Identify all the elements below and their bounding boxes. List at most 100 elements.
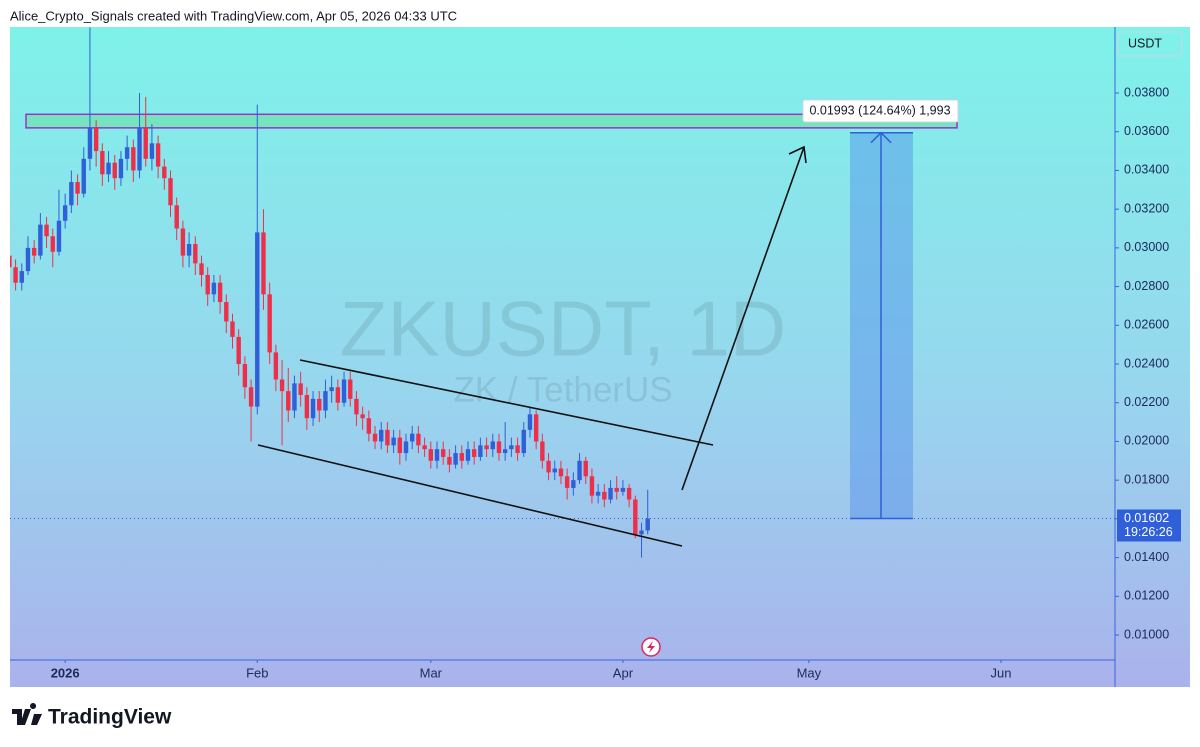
candle-body: [447, 456, 452, 465]
candle-body: [571, 480, 576, 488]
candle-body: [410, 433, 415, 442]
x-tick-label: May: [797, 665, 822, 680]
candle-body: [267, 294, 272, 353]
candle-body: [360, 414, 365, 419]
y-tick-label: 0.03800: [1124, 85, 1169, 99]
candle-body: [286, 391, 291, 411]
candle-body: [397, 437, 403, 454]
bar-countdown: 19:26:26: [1124, 525, 1173, 539]
candle-body: [124, 147, 130, 159]
candle-body: [583, 460, 588, 477]
y-tick-label: 0.03200: [1124, 201, 1169, 215]
candle-body: [379, 429, 384, 442]
x-tick-label: Jun: [990, 665, 1011, 680]
watermark-symbol: ZKUSDT, 1D: [340, 285, 786, 373]
candle-body: [87, 127, 93, 159]
candle-body: [422, 445, 427, 450]
candle-body: [50, 236, 55, 252]
candle-body: [465, 449, 471, 461]
channel-upper-line: [299, 359, 714, 446]
candle-body: [236, 336, 241, 365]
brand-name: TradingView: [48, 706, 172, 729]
x-tick-label: Feb: [246, 665, 268, 680]
candle-body: [13, 267, 18, 283]
candle-body: [193, 244, 198, 264]
candle-body: [261, 232, 266, 295]
candle-body: [273, 352, 279, 380]
candle-body: [484, 445, 489, 450]
candle-body: [428, 449, 434, 461]
candle-body: [453, 453, 458, 465]
measure-tool: 0.01993 (124.64%) 1,993: [802, 99, 959, 520]
candle-body: [608, 487, 613, 500]
candle-body: [490, 441, 495, 450]
plot-area: [10, 27, 1115, 558]
currency-box: [1117, 31, 1183, 57]
candle-body: [199, 263, 204, 275]
y-tick-label: 0.02200: [1124, 395, 1169, 409]
candle-body: [416, 433, 421, 446]
candle-body: [602, 491, 607, 500]
candle-body: [292, 383, 297, 411]
candle-body: [515, 445, 520, 454]
header-credit: Alice_Crypto_Signals created with Tradin…: [10, 8, 457, 23]
candle-body: [180, 228, 186, 256]
candle-body: [564, 476, 570, 488]
candle-body: [131, 147, 136, 171]
candle-body: [354, 398, 359, 415]
channel-lower-line: [257, 444, 683, 547]
candle-body: [93, 127, 99, 152]
candle-body: [434, 449, 440, 461]
brand-logo: [12, 703, 42, 725]
candle-body: [230, 321, 235, 337]
candle-body: [75, 182, 80, 194]
candle-body: [595, 491, 601, 496]
candle-body: [255, 232, 260, 407]
candle-body: [279, 379, 285, 392]
candle-body: [149, 143, 155, 159]
candle-body: [143, 127, 148, 159]
candle-body: [310, 398, 316, 419]
candle-body: [335, 387, 341, 403]
candle-body: [633, 499, 638, 535]
candle-body: [645, 518, 650, 531]
candle-body: [626, 487, 632, 500]
projection-arrowhead: [788, 145, 807, 164]
candle-body: [589, 476, 595, 496]
candle-body: [168, 178, 173, 206]
candle-body: [546, 460, 551, 473]
candle-body: [502, 449, 508, 454]
candle-body: [106, 162, 111, 175]
candle-body: [69, 182, 74, 206]
y-tick-label: 0.03600: [1124, 124, 1169, 138]
candle-body: [540, 441, 545, 461]
candle-body: [323, 391, 328, 411]
measure-label-box: [802, 99, 959, 123]
candle-body: [329, 387, 334, 392]
candle-body: [31, 247, 37, 256]
candle-body: [162, 166, 167, 179]
drawings: [257, 145, 807, 547]
candle-body: [25, 247, 31, 272]
candle-body: [205, 274, 210, 295]
candle-body: [366, 418, 372, 434]
candle-body: [391, 437, 396, 446]
candle-body: [62, 205, 68, 221]
candle-body: [211, 282, 217, 295]
watermark-description: ZK / TetherUS: [453, 370, 672, 409]
candle-body: [112, 162, 117, 179]
candle-body: [620, 487, 626, 492]
candle-body: [372, 433, 378, 442]
y-tick-label: 0.02000: [1124, 434, 1169, 448]
candle-body: [403, 441, 409, 454]
candle-body: [298, 383, 303, 395]
currency-label: USDT: [1128, 36, 1162, 50]
candle-body: [242, 364, 248, 388]
candle-body: [56, 220, 62, 252]
candle-body: [317, 398, 322, 411]
y-tick-label: 0.01400: [1124, 550, 1169, 564]
y-tick-label: 0.02800: [1124, 279, 1169, 293]
candle-body: [341, 379, 347, 403]
candle-body: [100, 151, 105, 175]
y-tick-label: 0.03400: [1124, 163, 1169, 177]
